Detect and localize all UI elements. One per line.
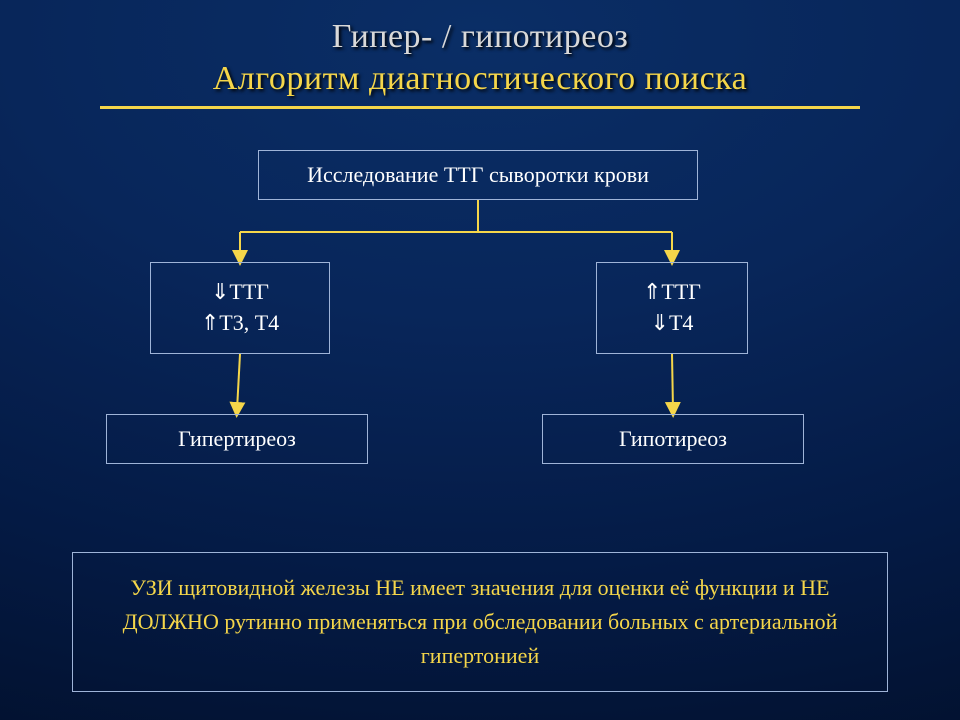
flowchart-node-right-leaf: Гипотиреоз (542, 414, 804, 464)
arrow-up-icon: ⇑ (201, 308, 219, 339)
node-line-2: ⇑Т3, Т4 (201, 308, 279, 339)
arrow-up-icon: ⇑ (643, 277, 661, 308)
node-line-text: Т4 (669, 310, 693, 335)
title-line-1: Гипер- / гипотиреоз (0, 18, 960, 56)
footnote-text: УЗИ щитовидной железы НЕ имеет значения … (123, 575, 838, 668)
arrow-down-icon: ⇓ (211, 277, 229, 308)
arrow-down-icon: ⇓ (651, 308, 669, 339)
node-label: Гипотиреоз (619, 424, 727, 455)
node-line-text: Т3, Т4 (219, 310, 279, 335)
node-line-1: ⇑ТТГ (643, 277, 701, 308)
footnote-box: УЗИ щитовидной железы НЕ имеет значения … (72, 552, 888, 692)
node-label: Гипертиреоз (178, 424, 296, 455)
flowchart-node-left-mid: ⇓ТТГ ⇑Т3, Т4 (150, 262, 330, 354)
title-line-2: Алгоритм диагностического поиска (0, 60, 960, 98)
flowchart-node-right-mid: ⇑ТТГ ⇓Т4 (596, 262, 748, 354)
node-line-text: ТТГ (229, 279, 269, 304)
flowchart-node-left-leaf: Гипертиреоз (106, 414, 368, 464)
node-line-2: ⇓Т4 (651, 308, 694, 339)
title-underline (100, 106, 860, 109)
node-line-text: ТТГ (661, 279, 701, 304)
node-label: Исследование ТТГ сыворотки крови (307, 160, 649, 191)
flowchart-node-root: Исследование ТТГ сыворотки крови (258, 150, 698, 200)
node-line-1: ⇓ТТГ (211, 277, 269, 308)
slide-title: Гипер- / гипотиреоз Алгоритм диагностиче… (0, 0, 960, 109)
